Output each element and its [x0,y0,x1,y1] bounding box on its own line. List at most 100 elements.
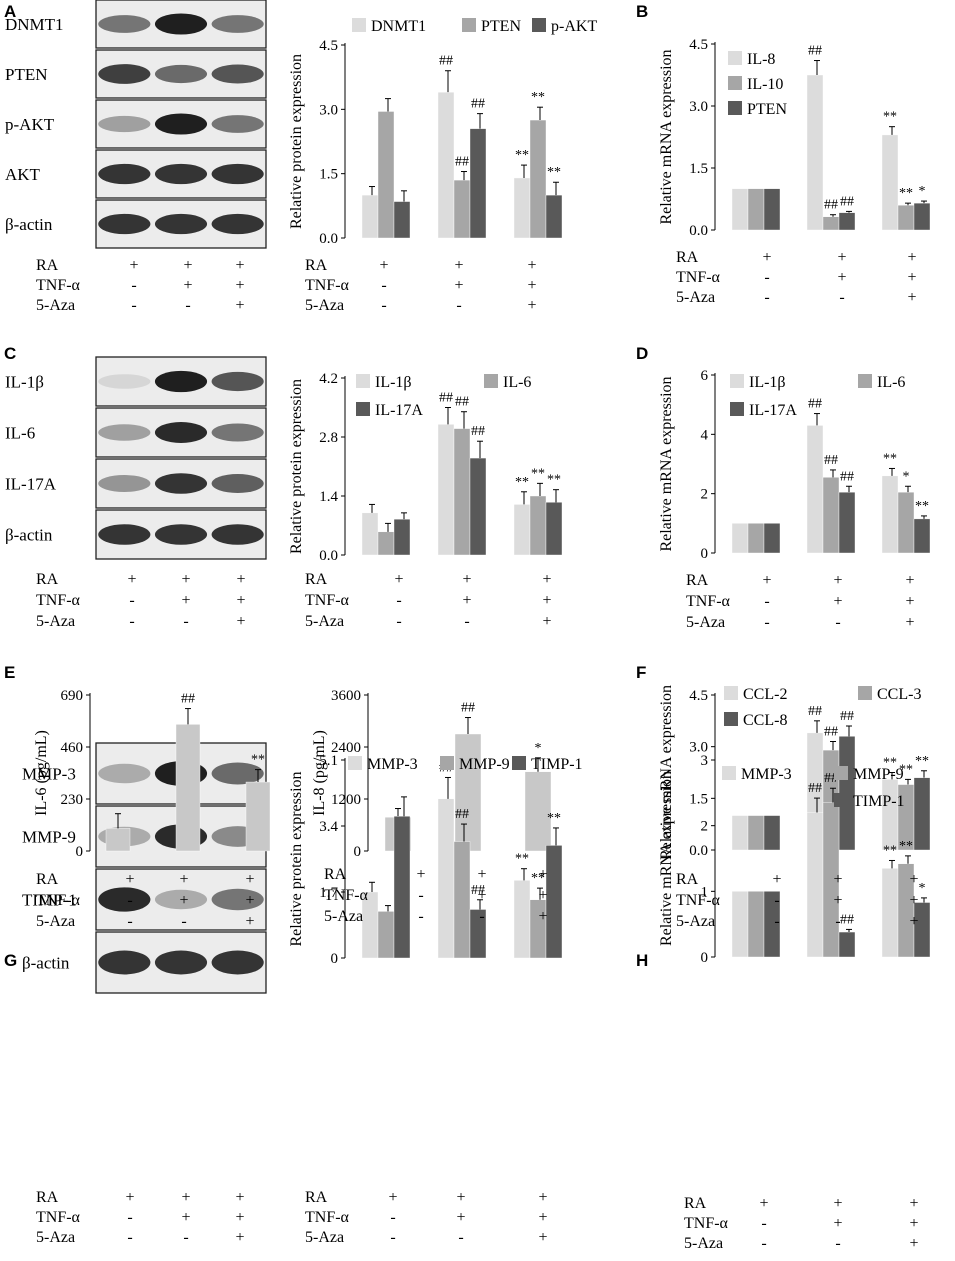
blot-label: β-actin [5,526,53,545]
chart-C: 0.0 1.4 2.8 4.2 Relative protein expression #… [288,371,563,564]
legend-label: MMP-9 [853,766,904,783]
significance-label: ** [531,466,545,481]
condition-sign: + [909,1215,918,1232]
blot-band [211,950,264,975]
blot-label: PTEN [5,65,48,84]
condition-label: 5-Aza [305,613,344,630]
blot-label: TIMP-1 [22,891,77,910]
bar [377,111,395,239]
bar [175,724,201,852]
bar [763,188,781,231]
bar [377,531,395,556]
legend-label: IL-8 [747,51,775,68]
condition-sign: + [909,871,918,888]
significance-label: ** [883,451,897,466]
condition-label: RA [36,571,59,588]
blot-band [211,115,264,133]
blot-label: AKT [5,165,41,184]
condition-sign: - [774,892,779,909]
condition-sign: + [181,1189,190,1206]
significance-label: ## [455,807,469,822]
condition-sign: + [477,866,486,883]
condition-sign: - [464,613,469,630]
legend-swatch [356,374,370,388]
condition-label: TNF-α [36,1209,81,1226]
y-tick-label: 0 [76,844,84,860]
condition-sign: + [245,892,254,909]
legend-label: MMP-3 [741,766,792,783]
bar [453,179,471,239]
condition-sign: + [456,1189,465,1206]
significance-label: ** [531,871,545,886]
legend-label: DNMT1 [371,18,426,35]
blot-band [211,423,264,442]
condition-sign: + [905,572,914,589]
y-tick-label: 0.0 [319,231,338,247]
bar [913,902,931,958]
condition-label: TNF-α [686,593,731,610]
significance-label: ** [899,186,913,201]
significance-label: ## [455,395,469,410]
significance-label: * [919,184,926,199]
y-tick-label: 1.7 [319,885,338,901]
legend-label: IL-17A [749,402,797,419]
condition-sign: + [772,871,781,888]
blot-band [211,762,264,785]
significance-label: ## [181,692,195,707]
y-axis-label: Relative protein expression [288,54,305,229]
bar [361,194,379,239]
western-blot-A: DNMT1 PTEN p-AKT AKT β-actin [5,0,267,249]
condition-sign: + [538,1209,547,1226]
condition-label: RA [305,257,328,274]
legend-swatch [484,374,498,388]
y-tick-label: 0.0 [689,843,708,859]
bar [731,523,749,554]
condition-sign: + [129,257,138,274]
condition-label: TNF-α [676,892,721,909]
y-tick-label: 1 [701,884,709,900]
condition-sign: + [833,572,842,589]
blot-band [154,422,208,443]
blot-band [98,524,151,545]
blot-label: β-actin [5,215,53,234]
blot-band [211,474,264,493]
bar [881,868,899,958]
y-tick-label: 460 [61,740,84,756]
legend-swatch [348,756,362,770]
condition-sign: + [542,592,551,609]
significance-label: ## [471,883,485,898]
condition-sign: + [125,871,134,888]
y-tick-label: 4.5 [319,38,338,54]
condition-sign: + [538,887,547,904]
condition-sign: - [774,913,779,930]
legend-label: CCL-3 [877,686,921,703]
significance-label: ** [515,852,529,867]
significance-label: ** [899,762,913,777]
y-tick-label: 3.0 [689,740,708,756]
bar [513,177,531,239]
blot-band [98,64,151,84]
y-tick-label: 0.0 [689,223,708,239]
legend-label: IL-6 [503,374,531,391]
condition-sign: + [183,257,192,274]
blot-label: IL-1β [5,373,44,392]
condition-sign: + [538,1229,547,1246]
significance-label: ## [808,397,822,412]
bar [838,212,856,231]
bar [513,504,531,556]
significance-label: ** [899,839,913,854]
y-tick-label: 4.5 [689,688,708,704]
condition-sign: + [181,592,190,609]
condition-label: TNF-α [684,1215,729,1232]
significance-label: ## [455,155,469,170]
y-tick-label: 5.1 [319,753,338,769]
legend-label: IL-1β [749,374,786,391]
bar [881,134,899,231]
y-tick-label: 0.0 [319,548,338,564]
significance-label: ## [808,44,822,59]
condition-label: RA [305,1189,328,1206]
bar [747,815,765,851]
significance-label: ## [808,704,822,719]
